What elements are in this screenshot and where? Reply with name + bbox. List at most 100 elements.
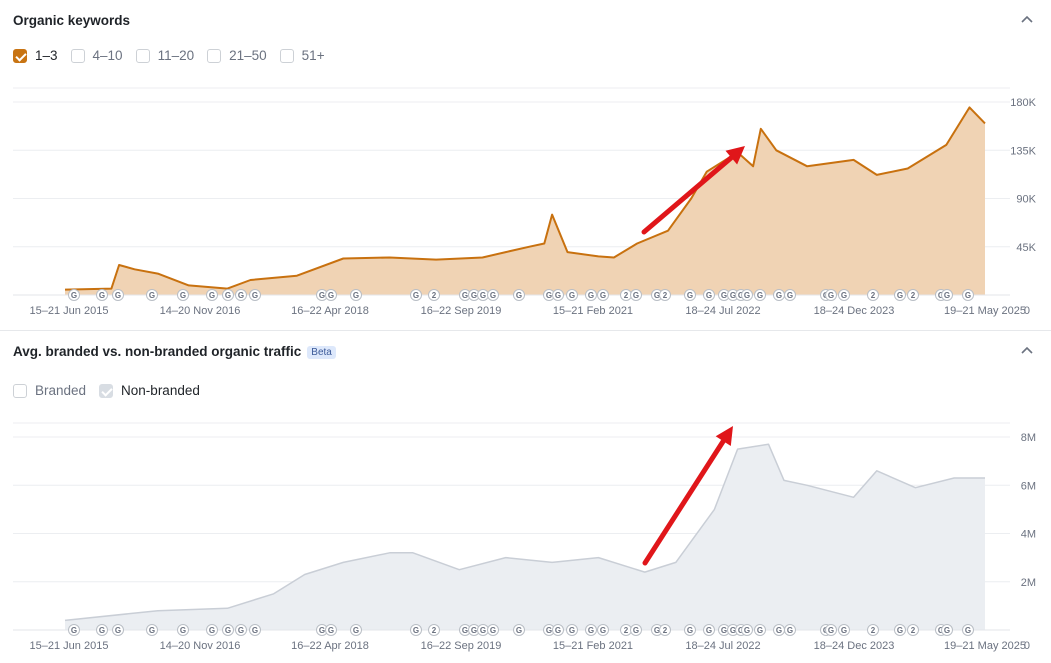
google-update-marker-icon[interactable]: 2 xyxy=(428,289,440,301)
google-update-marker-icon[interactable]: G xyxy=(68,289,80,301)
google-update-marker-icon[interactable]: G xyxy=(566,624,578,636)
google-update-marker-icon[interactable]: G xyxy=(487,289,499,301)
google-update-marker-icon[interactable]: G xyxy=(112,624,124,636)
filter-1-3[interactable]: 1–3 xyxy=(13,48,58,63)
google-update-marker-icon[interactable]: G xyxy=(962,624,974,636)
google-update-marker-icon[interactable]: G xyxy=(206,624,218,636)
google-update-marker-icon[interactable]: 2 xyxy=(659,289,671,301)
checkbox[interactable] xyxy=(99,383,114,398)
google-update-marker-icon[interactable]: 2 xyxy=(907,289,919,301)
svg-text:G: G xyxy=(965,291,971,300)
google-update-marker-icon[interactable]: G xyxy=(597,289,609,301)
google-update-marker-icon[interactable]: G xyxy=(146,289,158,301)
google-update-marker-icon[interactable]: G xyxy=(630,289,642,301)
chevron-up-icon[interactable] xyxy=(1020,14,1034,24)
google-update-marker-icon[interactable]: G xyxy=(513,624,525,636)
google-update-marker-icon[interactable]: G xyxy=(410,289,422,301)
series-line[interactable] xyxy=(64,443,985,622)
google-update-marker-icon[interactable]: G xyxy=(543,624,555,636)
checkbox[interactable] xyxy=(207,48,222,63)
google-update-marker-icon[interactable]: G xyxy=(630,624,642,636)
google-update-marker-icon[interactable]: G xyxy=(552,624,564,636)
google-update-marker-icon[interactable]: G xyxy=(684,624,696,636)
google-update-marker-icon[interactable]: G xyxy=(249,624,261,636)
checkbox[interactable] xyxy=(13,48,27,63)
google-update-marker-icon[interactable]: G xyxy=(784,289,796,301)
google-update-marker-icon[interactable]: 2 xyxy=(907,624,919,636)
google-update-marker-icon[interactable]: G xyxy=(325,289,337,301)
google-update-marker-icon[interactable]: 2 xyxy=(867,289,879,301)
google-update-marker-icon[interactable]: G xyxy=(249,289,261,301)
checkbox[interactable] xyxy=(13,383,27,398)
filter-11-20[interactable]: 11–20 xyxy=(135,48,194,63)
google-update-marker-icon[interactable]: G xyxy=(477,289,489,301)
google-update-marker-icon[interactable]: G xyxy=(825,289,837,301)
google-update-marker-icon[interactable]: G xyxy=(754,289,766,301)
google-update-marker-icon[interactable]: G xyxy=(741,624,753,636)
google-update-marker-icon[interactable]: G xyxy=(754,624,766,636)
checkbox[interactable] xyxy=(70,48,85,63)
filter-21-50[interactable]: 21–50 xyxy=(207,48,267,63)
google-update-marker-icon[interactable]: G xyxy=(838,289,850,301)
google-update-marker-icon[interactable]: G xyxy=(784,624,796,636)
filter-non-branded[interactable]: Non-branded xyxy=(99,383,200,398)
google-update-marker-icon[interactable]: G xyxy=(325,624,337,636)
google-update-marker-icon[interactable]: G xyxy=(350,624,362,636)
google-update-marker-icon[interactable]: 2 xyxy=(867,624,879,636)
google-update-marker-icon[interactable]: G xyxy=(894,289,906,301)
google-update-marker-icon[interactable]: G xyxy=(597,624,609,636)
google-update-marker-icon[interactable]: G xyxy=(96,624,108,636)
google-update-marker-icon[interactable]: G xyxy=(718,289,730,301)
google-update-marker-icon[interactable]: G xyxy=(585,289,597,301)
google-update-marker-icon[interactable]: G xyxy=(112,289,124,301)
google-update-marker-icon[interactable]: G xyxy=(552,289,564,301)
google-update-marker-icon[interactable]: G xyxy=(962,289,974,301)
svg-text:G: G xyxy=(600,626,606,635)
google-update-marker-icon[interactable]: G xyxy=(703,289,715,301)
google-update-marker-icon[interactable]: 2 xyxy=(620,624,632,636)
google-update-marker-icon[interactable]: 2 xyxy=(428,624,440,636)
google-update-marker-icon[interactable]: G xyxy=(177,289,189,301)
google-update-marker-icon[interactable]: G xyxy=(513,289,525,301)
filter-4-10[interactable]: 4–10 xyxy=(70,48,123,63)
google-update-marker-icon[interactable]: G xyxy=(773,624,785,636)
google-update-marker-icon[interactable]: G xyxy=(585,624,597,636)
google-update-marker-icon[interactable]: G xyxy=(235,624,247,636)
svg-text:G: G xyxy=(555,626,561,635)
checkbox[interactable] xyxy=(279,48,294,63)
google-update-marker-icon[interactable]: 2 xyxy=(620,289,632,301)
chevron-up-icon[interactable] xyxy=(1020,345,1034,355)
google-update-marker-icon[interactable]: G xyxy=(146,624,158,636)
svg-text:2: 2 xyxy=(911,291,916,300)
svg-text:G: G xyxy=(546,291,552,300)
google-update-marker-icon[interactable]: G xyxy=(177,624,189,636)
google-update-marker-icon[interactable]: G xyxy=(477,624,489,636)
google-update-marker-icon[interactable]: G xyxy=(825,624,837,636)
google-update-marker-icon[interactable]: G xyxy=(410,624,422,636)
google-update-marker-icon[interactable]: G xyxy=(222,624,234,636)
google-update-marker-icon[interactable]: 2 xyxy=(659,624,671,636)
google-update-marker-icon[interactable]: G xyxy=(350,289,362,301)
google-update-marker-icon[interactable]: G xyxy=(838,624,850,636)
google-update-marker-icon[interactable]: G xyxy=(235,289,247,301)
filter-branded[interactable]: Branded xyxy=(13,383,86,398)
google-update-marker-icon[interactable]: G xyxy=(684,289,696,301)
google-update-marker-icon[interactable]: G xyxy=(487,624,499,636)
checkbox[interactable] xyxy=(135,48,150,63)
google-update-marker-icon[interactable]: G xyxy=(703,624,715,636)
google-update-marker-icon[interactable]: G xyxy=(222,289,234,301)
google-update-marker-icon[interactable]: G xyxy=(68,624,80,636)
google-update-marker-icon[interactable]: G xyxy=(941,624,953,636)
google-update-marker-icon[interactable]: G xyxy=(566,289,578,301)
google-update-marker-icon[interactable]: G xyxy=(941,289,953,301)
google-update-marker-icon[interactable]: G xyxy=(894,624,906,636)
google-update-marker-icon[interactable]: G xyxy=(741,289,753,301)
filter-51-plus[interactable]: 51+ xyxy=(279,48,325,63)
google-update-marker-icon[interactable]: G xyxy=(773,289,785,301)
google-update-marker-icon[interactable]: G xyxy=(96,289,108,301)
svg-text:G: G xyxy=(965,626,971,635)
series-line[interactable] xyxy=(64,106,986,291)
google-update-marker-icon[interactable]: G xyxy=(206,289,218,301)
